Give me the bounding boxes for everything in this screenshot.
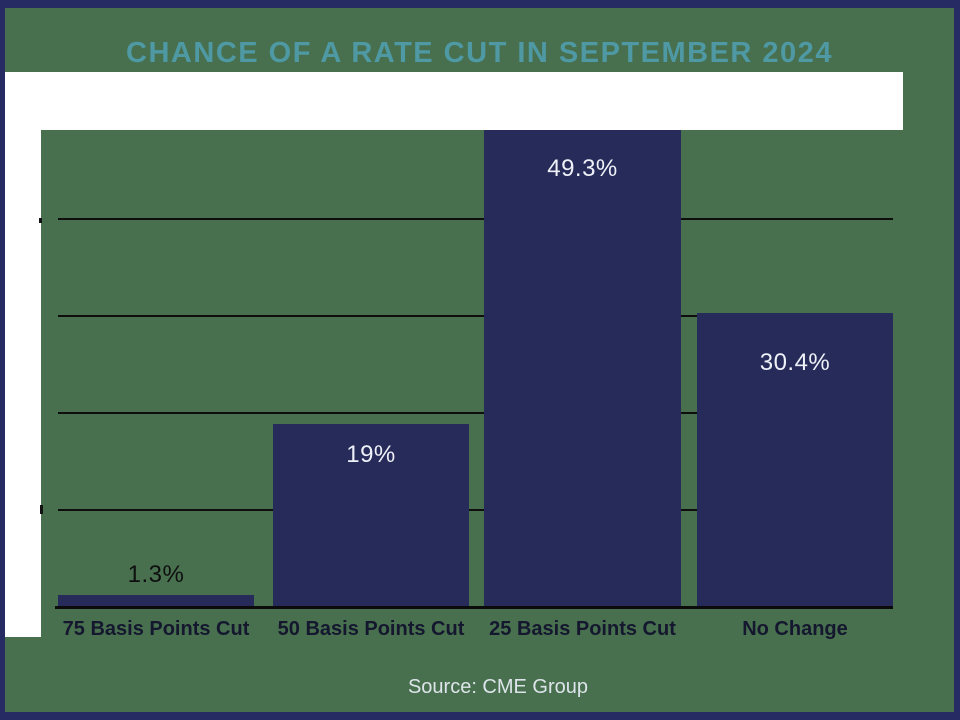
- x-axis-line: [55, 606, 893, 609]
- source-caption: Source: CME Group: [407, 676, 589, 698]
- gridline-20-percent: [58, 412, 893, 414]
- value-label-25-basis-points-cut: 49.3%: [547, 155, 618, 182]
- x-axis-label-75-basis-points-cut: 75 Basis Points Cut: [62, 618, 250, 640]
- bar-50-basis-points-cut: [273, 424, 469, 608]
- value-label-75-basis-points-cut: 1.3%: [127, 561, 185, 588]
- white-panel-left: [5, 72, 41, 637]
- gridline-40-percent: [58, 218, 893, 220]
- x-axis-label-25-basis-points-cut: 25 Basis Points Cut: [489, 618, 676, 640]
- value-label-50-basis-points-cut: 19%: [346, 441, 396, 468]
- chart-title: CHANCE OF A RATE CUT IN SEPTEMBER 2024: [126, 37, 833, 69]
- bar-75-basis-points-cut: [58, 595, 254, 608]
- bar-25-basis-points-cut: [484, 130, 681, 608]
- y-tick-remnant: [40, 505, 43, 514]
- gridline-30-percent: [58, 315, 893, 317]
- y-tick-remnant: [39, 218, 42, 223]
- bar-no-change: [697, 313, 893, 608]
- gridline-10-percent: [58, 509, 893, 511]
- x-axis-label-50-basis-points-cut: 50 Basis Points Cut: [277, 618, 465, 640]
- x-axis-label-no-change: No Change: [742, 618, 848, 640]
- slide-background: CHANCE OF A RATE CUT IN SEPTEMBER 2024 1…: [5, 8, 954, 712]
- value-label-no-change: 30.4%: [759, 349, 831, 376]
- white-panel-top: [5, 72, 903, 130]
